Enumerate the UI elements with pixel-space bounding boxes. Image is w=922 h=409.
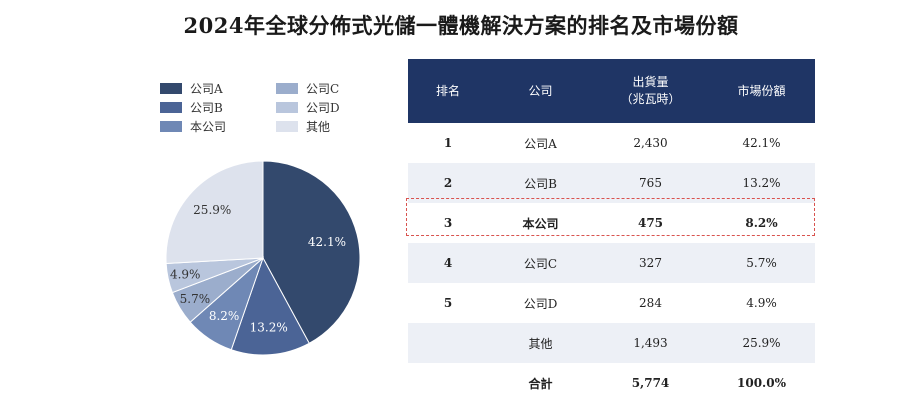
cell-share: 42.1% — [742, 136, 781, 150]
legend-swatch — [160, 83, 182, 94]
legend-item: 公司D — [276, 99, 340, 116]
legend-item: 公司B — [160, 99, 223, 116]
cell-company: 合計 — [528, 376, 553, 391]
cell-company: 本公司 — [522, 216, 559, 231]
legend-item: 公司A — [160, 80, 223, 97]
cell-shipment: 284 — [639, 296, 662, 310]
pie-data-label: 25.9% — [193, 203, 231, 217]
pie-slice — [230, 256, 310, 356]
pie-data-label: 4.9% — [170, 268, 201, 282]
cell-rank: 1 — [443, 136, 453, 150]
cell-share: 13.2% — [742, 176, 781, 190]
legend-swatch — [160, 121, 182, 132]
cell-share: 5.7% — [746, 256, 777, 270]
legend-swatch — [276, 83, 298, 94]
cell-company: 公司B — [524, 176, 557, 191]
cell-share: 8.2% — [745, 216, 778, 230]
legend-item: 本公司 — [160, 118, 226, 135]
header-shipment-line1: 出貨量 — [632, 75, 669, 89]
legend-label: 公司B — [190, 101, 223, 115]
legend-label: 公司D — [306, 101, 340, 115]
header-shipment-line2: （兆瓦時） — [620, 92, 681, 106]
cell-rank — [408, 323, 488, 363]
cell-rank — [408, 363, 488, 403]
legend-label: 其他 — [306, 120, 331, 134]
pie-data-label: 8.2% — [209, 309, 240, 323]
table-row-total: 合計 5,774 100.0% — [408, 363, 815, 403]
legend: 公司A 公司B 本公司 公司C 公司D 其他 — [160, 80, 390, 140]
cell-shipment: 327 — [639, 256, 662, 270]
pie-chart: 42.1% 13.2% 8.2% 5.7% 4.9% 25.9% — [165, 160, 361, 356]
table-row: 5 公司D 284 4.9% — [408, 283, 815, 323]
cell-company: 公司D — [523, 296, 558, 311]
legend-swatch — [160, 102, 182, 113]
pie-data-label: 5.7% — [180, 292, 211, 306]
cell-shipment: 475 — [637, 216, 664, 230]
pie-slice — [165, 160, 264, 265]
cell-rank: 5 — [443, 296, 453, 310]
pie-data-label: 42.1% — [308, 235, 346, 249]
cell-company: 公司A — [524, 136, 557, 151]
table-header-row: 排名 公司 出貨量 （兆瓦時） 市場份額 — [408, 59, 815, 123]
cell-shipment: 5,774 — [631, 376, 670, 390]
cell-share: 4.9% — [746, 296, 777, 310]
table-row: 1 公司A 2,430 42.1% — [408, 123, 815, 163]
legend-swatch — [276, 121, 298, 132]
cell-shipment: 765 — [639, 176, 662, 190]
legend-label: 公司C — [306, 82, 340, 96]
header-company: 公司 — [528, 83, 553, 98]
ranking-table: 排名 公司 出貨量 （兆瓦時） 市場份額 1 公司A 2,430 42.1% 2… — [408, 59, 815, 403]
cell-rank: 3 — [443, 216, 453, 230]
legend-label: 公司A — [190, 82, 223, 96]
cell-company: 公司C — [523, 256, 558, 271]
legend-swatch — [276, 102, 298, 113]
table-row: 其他 1,493 25.9% — [408, 323, 815, 363]
pie-slice — [262, 160, 361, 344]
cell-rank: 4 — [443, 256, 453, 270]
table-row: 2 公司B 765 13.2% — [408, 163, 815, 203]
cell-shipment: 2,430 — [633, 136, 668, 150]
cell-shipment: 1,493 — [633, 336, 668, 350]
legend-label: 本公司 — [190, 120, 227, 134]
cell-rank: 2 — [443, 176, 453, 190]
header-rank: 排名 — [435, 83, 460, 98]
table-row: 4 公司C 327 5.7% — [408, 243, 815, 283]
pie-data-label: 13.2% — [250, 321, 288, 335]
cell-share: 100.0% — [737, 376, 786, 390]
legend-item: 其他 — [276, 118, 330, 135]
cell-company: 其他 — [528, 336, 553, 351]
chart-title: 2024年全球分佈式光儲一體機解決方案的排名及市場份額 — [183, 13, 739, 38]
legend-item: 公司C — [276, 80, 339, 97]
table-row-highlighted: 3 本公司 475 8.2% — [408, 203, 815, 243]
header-share: 市場份額 — [737, 83, 786, 98]
cell-share: 25.9% — [742, 336, 781, 350]
header-shipment: 出貨量 （兆瓦時） — [593, 59, 708, 123]
